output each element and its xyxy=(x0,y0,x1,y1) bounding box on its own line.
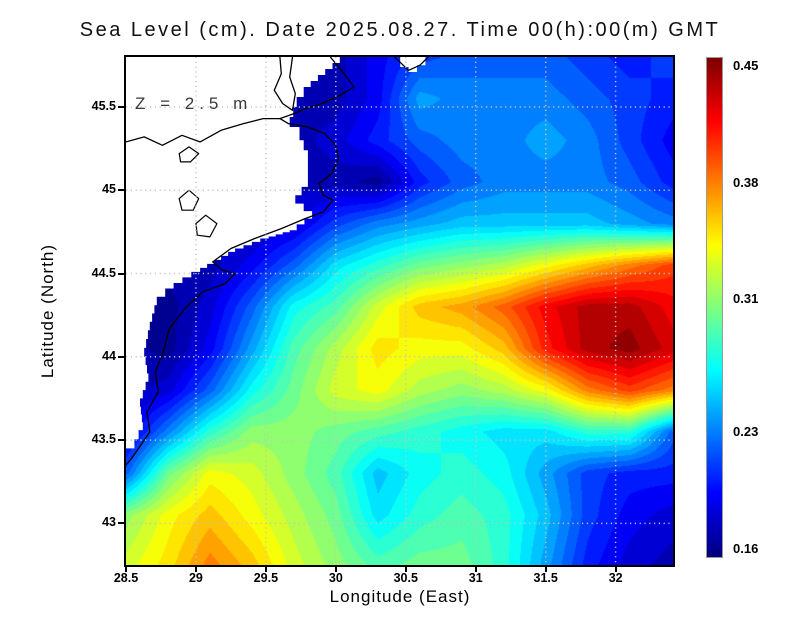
x-tick-mark xyxy=(125,566,127,572)
x-tick-mark xyxy=(334,566,337,572)
colorbar-tick-label: 0.23 xyxy=(733,424,759,440)
x-tick-mark xyxy=(404,566,407,572)
x-tick-label: 30.5 xyxy=(393,571,418,585)
map-overlay xyxy=(126,57,673,565)
lake xyxy=(195,214,218,238)
x-tick-mark xyxy=(614,566,617,572)
lake xyxy=(178,146,200,163)
y-tick-mark xyxy=(118,189,124,192)
x-tick-mark xyxy=(194,566,197,572)
lake xyxy=(178,189,200,211)
y-tick-mark xyxy=(118,105,124,108)
y-tick-label: 45.5 xyxy=(91,98,116,113)
y-tick-label: 44 xyxy=(102,348,116,363)
x-tick-label: 29.5 xyxy=(253,571,279,585)
coastline xyxy=(273,57,296,111)
x-tick-label: 28.5 xyxy=(113,571,139,585)
x-tick-label: 32 xyxy=(608,571,623,585)
x-tick-mark xyxy=(264,566,267,572)
y-tick-label: 43.5 xyxy=(91,432,116,447)
coastline xyxy=(126,117,280,146)
colorbar-tick-label: 0.38 xyxy=(733,174,759,190)
depth-annotation: Z = 2.5 m xyxy=(135,94,253,113)
x-tick-mark xyxy=(544,566,547,572)
y-tick-mark xyxy=(118,522,124,525)
land-mask xyxy=(126,57,347,461)
y-tick-label: 44.5 xyxy=(91,265,116,280)
colorbar-tick-label: 0.16 xyxy=(733,540,759,556)
colorbar-tick-label: 0.45 xyxy=(733,58,759,74)
plot-title: Sea Level (cm). Date 2025.08.27. Time 00… xyxy=(79,19,721,41)
coastline xyxy=(126,57,355,466)
y-tick-mark xyxy=(118,272,124,275)
x-tick-label: 31.5 xyxy=(533,571,558,585)
y-tick-mark xyxy=(118,439,124,442)
x-tick-mark xyxy=(474,566,477,572)
x-tick-label: 31 xyxy=(468,571,483,585)
colorbar-tick-label: 0.31 xyxy=(733,291,759,307)
x-axis-title: Longitude (East) xyxy=(329,587,471,606)
plot-area: Z = 2.5 m xyxy=(126,57,673,565)
coastline xyxy=(394,57,429,71)
land-mask xyxy=(391,57,426,72)
colorbar xyxy=(706,57,723,558)
y-tick-label: 45 xyxy=(102,182,116,197)
y-tick-mark xyxy=(118,355,124,358)
x-tick-label: 29 xyxy=(188,571,203,585)
x-tick-label: 30 xyxy=(328,571,343,585)
y-axis-title: Latitude (North) xyxy=(38,243,57,379)
y-tick-label: 43 xyxy=(102,515,116,530)
